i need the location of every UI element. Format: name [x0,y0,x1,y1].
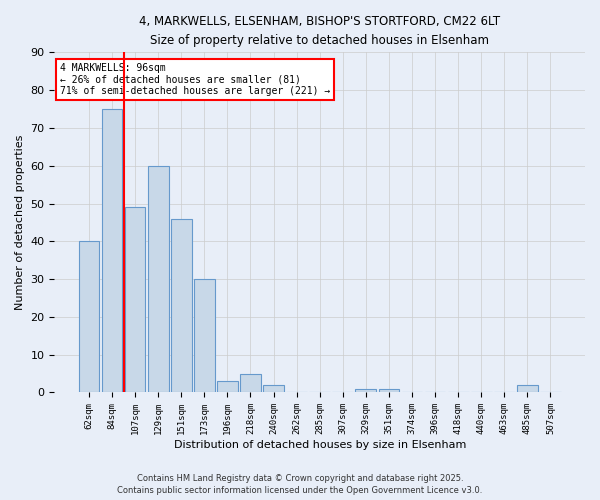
Bar [101,109,122,393]
Bar [148,166,169,392]
Bar [194,279,215,392]
Bar [171,218,191,392]
Bar [217,381,238,392]
Bar [263,385,284,392]
Title: 4, MARKWELLS, ELSENHAM, BISHOP'S STORTFORD, CM22 6LT
Size of property relative t: 4, MARKWELLS, ELSENHAM, BISHOP'S STORTFO… [139,15,500,47]
Bar [355,388,376,392]
X-axis label: Distribution of detached houses by size in Elsenham: Distribution of detached houses by size … [173,440,466,450]
Text: 4 MARKWELLS: 96sqm
← 26% of detached houses are smaller (81)
71% of semi-detache: 4 MARKWELLS: 96sqm ← 26% of detached hou… [60,62,330,96]
Bar [125,208,145,392]
Y-axis label: Number of detached properties: Number of detached properties [15,134,25,310]
Bar [517,385,538,392]
Bar [79,242,99,392]
Text: Contains HM Land Registry data © Crown copyright and database right 2025.
Contai: Contains HM Land Registry data © Crown c… [118,474,482,495]
Bar [240,374,261,392]
Bar [379,388,400,392]
